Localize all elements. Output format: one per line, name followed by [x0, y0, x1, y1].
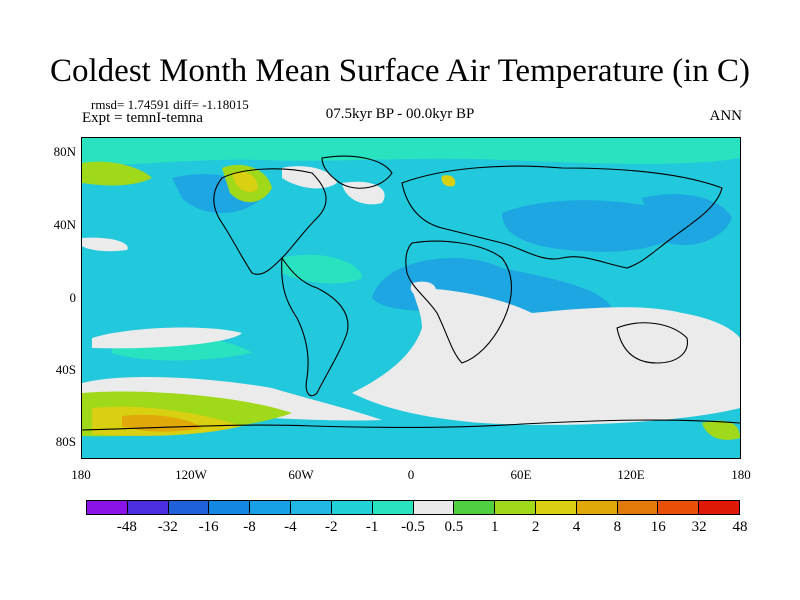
- lat-tick-0: 0: [69, 290, 77, 305]
- colorbar-swatch: [454, 501, 496, 514]
- colorbar-label: -8: [243, 519, 256, 535]
- colorbar-label: 48: [732, 519, 748, 535]
- lon-tick-0: 0: [407, 467, 415, 482]
- colorbar-label: -1: [365, 519, 379, 535]
- colorbar-swatch: [372, 501, 414, 514]
- colorbar-label: -32: [157, 519, 178, 535]
- lat-tick-40n: 40N: [53, 217, 76, 232]
- colorbar-swatch: [127, 501, 169, 514]
- colorbar-label: 1: [491, 519, 499, 535]
- colorbar-swatch: [576, 501, 618, 514]
- colorbar-swatch: [168, 501, 210, 514]
- map-title: Coldest Month Mean Surface Air Temperatu…: [50, 53, 750, 89]
- colorbar-swatch: [331, 501, 373, 514]
- season-label: ANN: [709, 108, 743, 124]
- colorbar-label: -16: [198, 519, 219, 535]
- lat-tick-80s: 80S: [55, 434, 76, 449]
- colorbar-label: 16: [650, 519, 666, 535]
- colorbar-swatch: [617, 501, 659, 514]
- colorbar-label: 32: [691, 519, 707, 535]
- lon-tick-180w: 180: [71, 467, 91, 482]
- colorbar-label: -0.5: [401, 519, 425, 535]
- colorbar-label: -2: [325, 519, 338, 535]
- period-label: 07.5kyr BP - 00.0kyr BP: [325, 106, 475, 122]
- lon-tick-180e: 180: [731, 467, 751, 482]
- lon-tick-60e: 60E: [510, 467, 532, 482]
- lon-tick-120e: 120E: [617, 467, 645, 482]
- colorbar-swatch: [495, 501, 536, 514]
- lon-tick-120w: 120W: [175, 467, 207, 482]
- colorbar-swatch: [87, 501, 128, 514]
- map-panel: [81, 137, 741, 459]
- colorbar-label: -4: [284, 519, 297, 535]
- colorbar-swatch: [413, 501, 455, 514]
- temperature-field: [82, 138, 740, 458]
- experiment-label: Expt = temnI-temna: [82, 110, 203, 126]
- colorbar-label: 0.5: [444, 519, 464, 535]
- colorbar-labels: -48 -32 -16 -8 -4 -2 -1 -0.5 0.5 1 2 4 8 16 32 48: [86, 519, 748, 539]
- colorbar: [86, 500, 740, 515]
- colorbar-label: 4: [572, 519, 581, 535]
- lat-tick-80n: 80N: [53, 144, 76, 159]
- colorbar-swatch: [250, 501, 292, 514]
- colorbar-label: 8: [613, 519, 622, 535]
- colorbar-swatch: [291, 501, 332, 514]
- colorbar-label: 2: [531, 519, 540, 535]
- coastlines: [82, 155, 740, 431]
- colorbar-swatch: [699, 501, 739, 514]
- colorbar-swatch: [658, 501, 700, 514]
- lon-tick-60w: 60W: [288, 467, 314, 482]
- stats-text: rmsd= 1.74591 diff= -1.18015: [91, 97, 249, 112]
- colorbar-swatch: [209, 501, 251, 514]
- lat-tick-40s: 40S: [55, 362, 76, 377]
- colorbar-label: -48: [116, 519, 137, 535]
- colorbar-swatch: [535, 501, 577, 514]
